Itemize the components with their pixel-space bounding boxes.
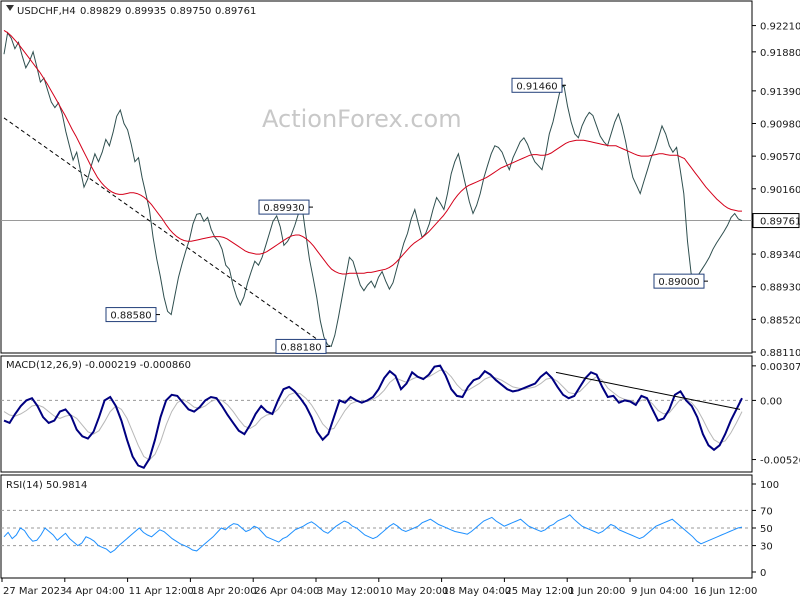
rsi-y-tick-label: 50 [760, 524, 773, 535]
macd-y-tick-label: -0.005268 [760, 456, 800, 467]
x-axis-tick-label: 11 Apr 12:00 [129, 586, 194, 597]
x-axis-tick-label: 10 May 20:00 [380, 586, 449, 597]
triangle-down-icon[interactable] [6, 5, 14, 11]
current-price-box [752, 213, 800, 229]
macd-falling-trendline [555, 371, 741, 410]
header-symbol: USDCHF,H4 [17, 6, 76, 17]
falling-trendline [3, 117, 326, 346]
macd-panel-frame [0, 355, 753, 473]
macd-y-tick-label: 0.003078 [760, 362, 800, 373]
x-axis-tick-label: 18 May 04:00 [443, 586, 512, 597]
rsi-y-axis: 100 70 50 30 0 [752, 480, 779, 579]
macd-signal-line [3, 369, 743, 461]
price-y-tick-label: 0.91880 [760, 48, 800, 59]
macd-y-axis: 0.003078 0.00 -0.005268 [752, 362, 800, 467]
price-annotation-label: 0.91460 [516, 81, 557, 92]
header-close: 0.89761 [215, 6, 256, 17]
price-y-tick-label: 0.92210 [760, 22, 800, 33]
price-annotations: 0.88580 0.89930 0.88180 0.91460 0.89000 [105, 77, 708, 354]
price-y-tick-label: 0.88110 [760, 348, 800, 359]
price-y-tick-label: 0.91390 [760, 87, 800, 98]
rsi-panel-frame [0, 474, 753, 579]
price-annotation-label: 0.89000 [658, 277, 699, 288]
macd-trendline [555, 371, 741, 410]
price-annotation-label: 0.89930 [263, 203, 304, 214]
x-axis-tick-label: 27 Mar 2023 [3, 586, 66, 597]
price-y-tick-label: 0.89761 [760, 217, 800, 228]
price-y-tick-label: 0.90980 [760, 120, 800, 131]
rsi-title: RSI(14) 50.9814 [6, 480, 87, 491]
x-axis-tick-label: 26 Apr 04:00 [254, 586, 319, 597]
header-low: 0.89750 [170, 6, 211, 17]
macd-main-line [3, 364, 743, 470]
header-high: 0.89935 [125, 6, 166, 17]
x-axis-tick-label: 4 Apr 04:00 [66, 586, 125, 597]
rsi-line [3, 514, 743, 554]
rsi-y-tick-label: 100 [760, 480, 779, 491]
header-open: 0.89829 [80, 6, 121, 17]
macd-series-group [3, 364, 743, 470]
watermark: ActionForex.com [262, 105, 462, 133]
rsi-y-tick-label: 30 [760, 542, 773, 553]
rsi-series-group [3, 514, 743, 554]
rsi-grid [1, 509, 752, 547]
x-axis-tick-label: 1 Jun 20:00 [568, 586, 625, 597]
x-axis-tick-label: 16 Jun 12:00 [694, 586, 758, 597]
price-y-tick-label: 0.90570 [760, 152, 800, 163]
macd-title: MACD(12,26,9) -0.000219 -0.000860 [6, 360, 191, 371]
macd-y-tick-label: 0.00 [760, 396, 782, 407]
price-y-tick-label: 0.89340 [760, 250, 800, 261]
price-trendline [3, 117, 326, 346]
price-y-tick-label: 0.88930 [760, 283, 800, 294]
price-y-tick-label: 0.90160 [760, 185, 800, 196]
x-axis-tick-label: 18 Apr 20:00 [191, 586, 256, 597]
price-annotation-label: 0.88580 [110, 311, 151, 322]
price-series-line [3, 31, 743, 348]
price-annotation-label: 0.88180 [280, 342, 321, 353]
rsi-y-tick-label: 70 [760, 506, 773, 517]
moving-average-line [3, 29, 742, 275]
price-series-group [3, 29, 743, 348]
x-axis-tick-label: 3 May 12:00 [317, 586, 379, 597]
price-y-tick-label: 0.88520 [760, 315, 800, 326]
rsi-y-tick-label: 0 [760, 568, 766, 579]
x-axis-tick-label: 9 Jun 04:00 [631, 586, 688, 597]
price-panel-frame [0, 0, 753, 354]
price-y-axis: 0.92210 0.91880 0.91390 0.90980 0.90570 0.901… [752, 22, 800, 359]
x-axis-tick-label: 25 May 12:00 [505, 586, 574, 597]
